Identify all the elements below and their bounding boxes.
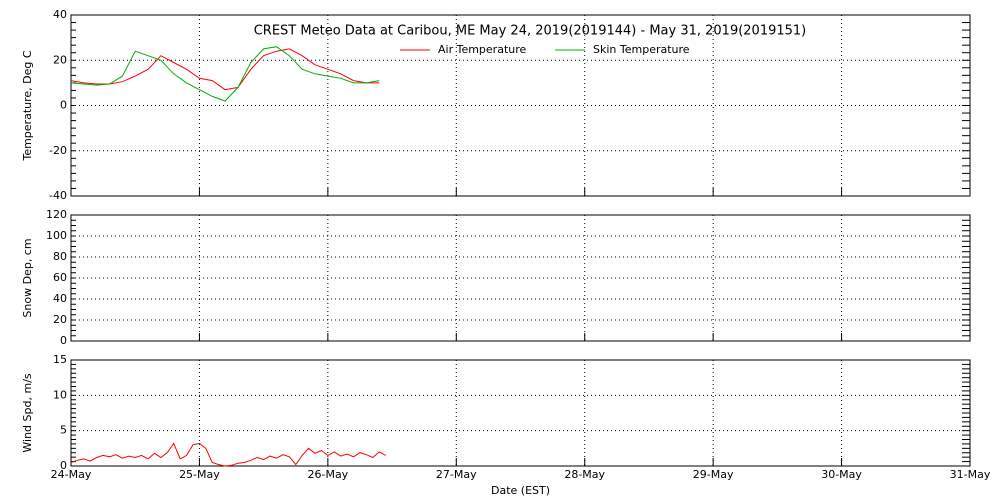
data-line	[70, 48, 380, 91]
y-axis-label: Snow Dep, cm	[21, 238, 34, 317]
legend-label: Skin Temperature	[593, 43, 690, 56]
plot-frame	[70, 14, 971, 197]
y-tick-label: 60	[53, 271, 67, 284]
y-tick-label: 5	[60, 424, 67, 437]
data-line	[70, 442, 386, 467]
data-line	[70, 46, 380, 102]
y-axis-label: Wind Spd, m/s	[21, 373, 34, 453]
y-tick-label: 40	[53, 8, 67, 21]
y-tick-label: 120	[46, 208, 67, 221]
y-tick-label: 0	[60, 99, 67, 112]
y-tick-label: -20	[49, 144, 67, 157]
y-tick-label: 15	[53, 353, 67, 366]
y-tick-label: 10	[53, 388, 67, 401]
x-tick-label: 28-May	[564, 468, 605, 481]
y-tick-label: 0	[60, 334, 67, 347]
x-tick-label: 27-May	[436, 468, 477, 481]
y-tick-label: 20	[53, 53, 67, 66]
y-tick-label: 80	[53, 250, 67, 263]
y-tick-label: 0	[60, 459, 67, 472]
y-tick-label: -40	[49, 189, 67, 202]
y-axis-label: Temperature, Deg C	[21, 50, 34, 161]
y-tick-label: 100	[46, 229, 67, 242]
legend-label: Air Temperature	[438, 43, 527, 56]
plot-frame	[70, 359, 971, 467]
y-tick-label: 20	[53, 313, 67, 326]
plot-frame	[70, 214, 971, 342]
x-tick-label: 24-May	[51, 468, 92, 481]
x-tick-label: 29-May	[693, 468, 734, 481]
x-axis-label: Date (EST)	[491, 484, 550, 497]
x-tick-label: 30-May	[821, 468, 862, 481]
x-tick-label: 26-May	[307, 468, 348, 481]
x-tick-label: 31-May	[950, 468, 991, 481]
x-tick-label: 25-May	[179, 468, 220, 481]
y-tick-label: 40	[53, 292, 67, 305]
chart-title: CREST Meteo Data at Caribou, ME May 24, …	[254, 24, 807, 39]
